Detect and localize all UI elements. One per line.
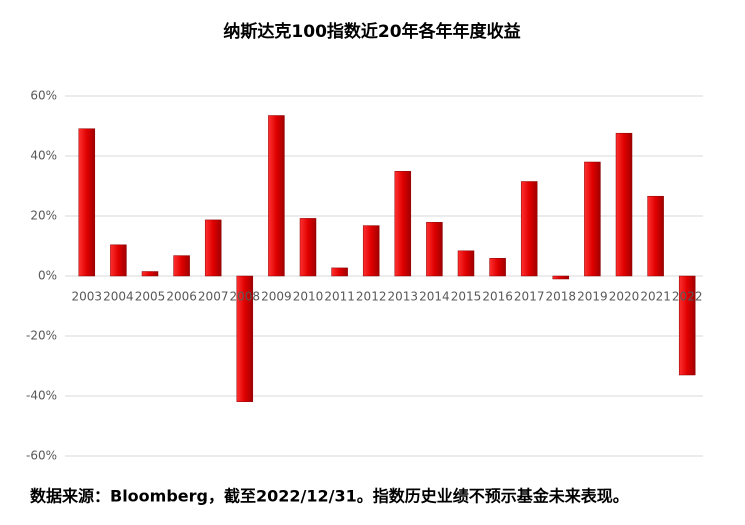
- bar: [331, 267, 348, 277]
- x-tick-label: 2006: [166, 290, 197, 304]
- x-tick-label: 2003: [72, 290, 103, 304]
- bar: [678, 275, 696, 376]
- bar: [110, 244, 127, 277]
- x-tick-label: 2010: [293, 290, 324, 304]
- y-tick-label: 60%: [30, 89, 57, 103]
- y-tick-label: -20%: [26, 329, 57, 343]
- x-tick-label: 2019: [577, 290, 608, 304]
- x-tick-label: 2007: [198, 290, 229, 304]
- chart-title: 纳斯达克100指数近20年各年年度收益: [223, 21, 520, 42]
- x-tick-label: 2022: [672, 290, 703, 304]
- x-tick-label: 2012: [356, 290, 387, 304]
- x-tick-label: 2009: [261, 290, 292, 304]
- x-tick-label: 2020: [609, 290, 640, 304]
- bar: [426, 222, 443, 277]
- bar: [615, 132, 633, 277]
- y-tick-label: -40%: [26, 389, 57, 403]
- x-tick-label: 2005: [135, 290, 166, 304]
- bar: [647, 195, 664, 277]
- bar: [394, 171, 412, 277]
- bar: [78, 128, 96, 277]
- x-tick-label: 2004: [103, 290, 134, 304]
- y-tick-label: 40%: [30, 149, 57, 163]
- bar: [584, 161, 601, 277]
- bar: [489, 258, 506, 277]
- bar: [457, 250, 475, 277]
- x-tick-label: 2018: [546, 290, 577, 304]
- y-tick-label: 0%: [38, 269, 57, 283]
- x-tick-label: 2015: [451, 290, 482, 304]
- bar: [236, 275, 254, 402]
- bar: [520, 181, 538, 277]
- bar: [204, 219, 222, 277]
- x-tick-label: 2017: [514, 290, 545, 304]
- x-tick-label: 2013: [388, 290, 419, 304]
- bar: [299, 218, 317, 277]
- bar: [268, 115, 285, 277]
- bar: [141, 271, 159, 277]
- x-tick-label: 2021: [640, 290, 671, 304]
- y-tick-label: 20%: [30, 209, 57, 223]
- bar: [173, 255, 190, 277]
- bar: [552, 275, 570, 280]
- x-tick-label: 2016: [482, 290, 513, 304]
- source-note: 数据来源：Bloomberg，截至2022/12/31。指数历史业绩不预示基金未…: [30, 487, 629, 506]
- x-tick-label: 2014: [419, 290, 450, 304]
- y-tick-label: -60%: [26, 449, 57, 463]
- bar: [362, 225, 380, 277]
- x-tick-label: 2008: [230, 290, 261, 304]
- x-tick-label: 2011: [324, 290, 355, 304]
